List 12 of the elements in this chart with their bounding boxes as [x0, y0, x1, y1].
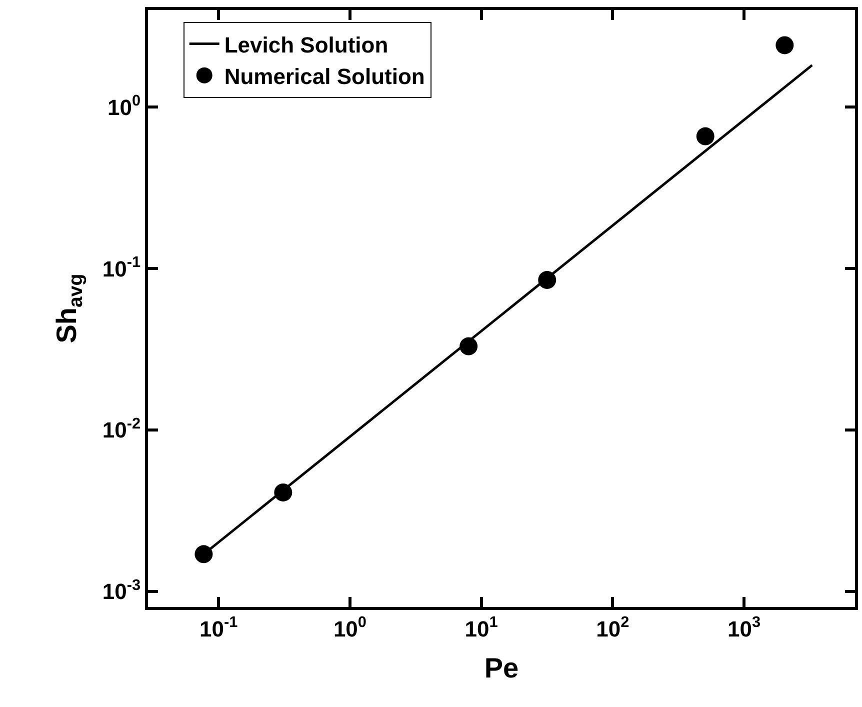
- x-tick-label: 10$^{0}$: [333, 614, 366, 642]
- x-tick-label: 10$^{3}$: [727, 614, 761, 642]
- x-tick-label: 10$^{1}$: [464, 614, 498, 642]
- y-tick-label: 10$^{-1}$: [102, 254, 142, 282]
- legend-label: Numerical Solution: [224, 64, 425, 89]
- y-tick-label: 10$^{0}$: [108, 92, 141, 120]
- x-axis-title: Pe: [484, 652, 519, 684]
- y-tick-label: 10$^{-2}$: [102, 415, 141, 443]
- x-tick-label: 10$^{2}$: [596, 614, 630, 642]
- y-tick-label: 10$^{-3}$: [102, 576, 141, 604]
- x-tick-label: 10$^{-1}$: [200, 614, 238, 642]
- legend-label: Levich Solution: [224, 32, 388, 58]
